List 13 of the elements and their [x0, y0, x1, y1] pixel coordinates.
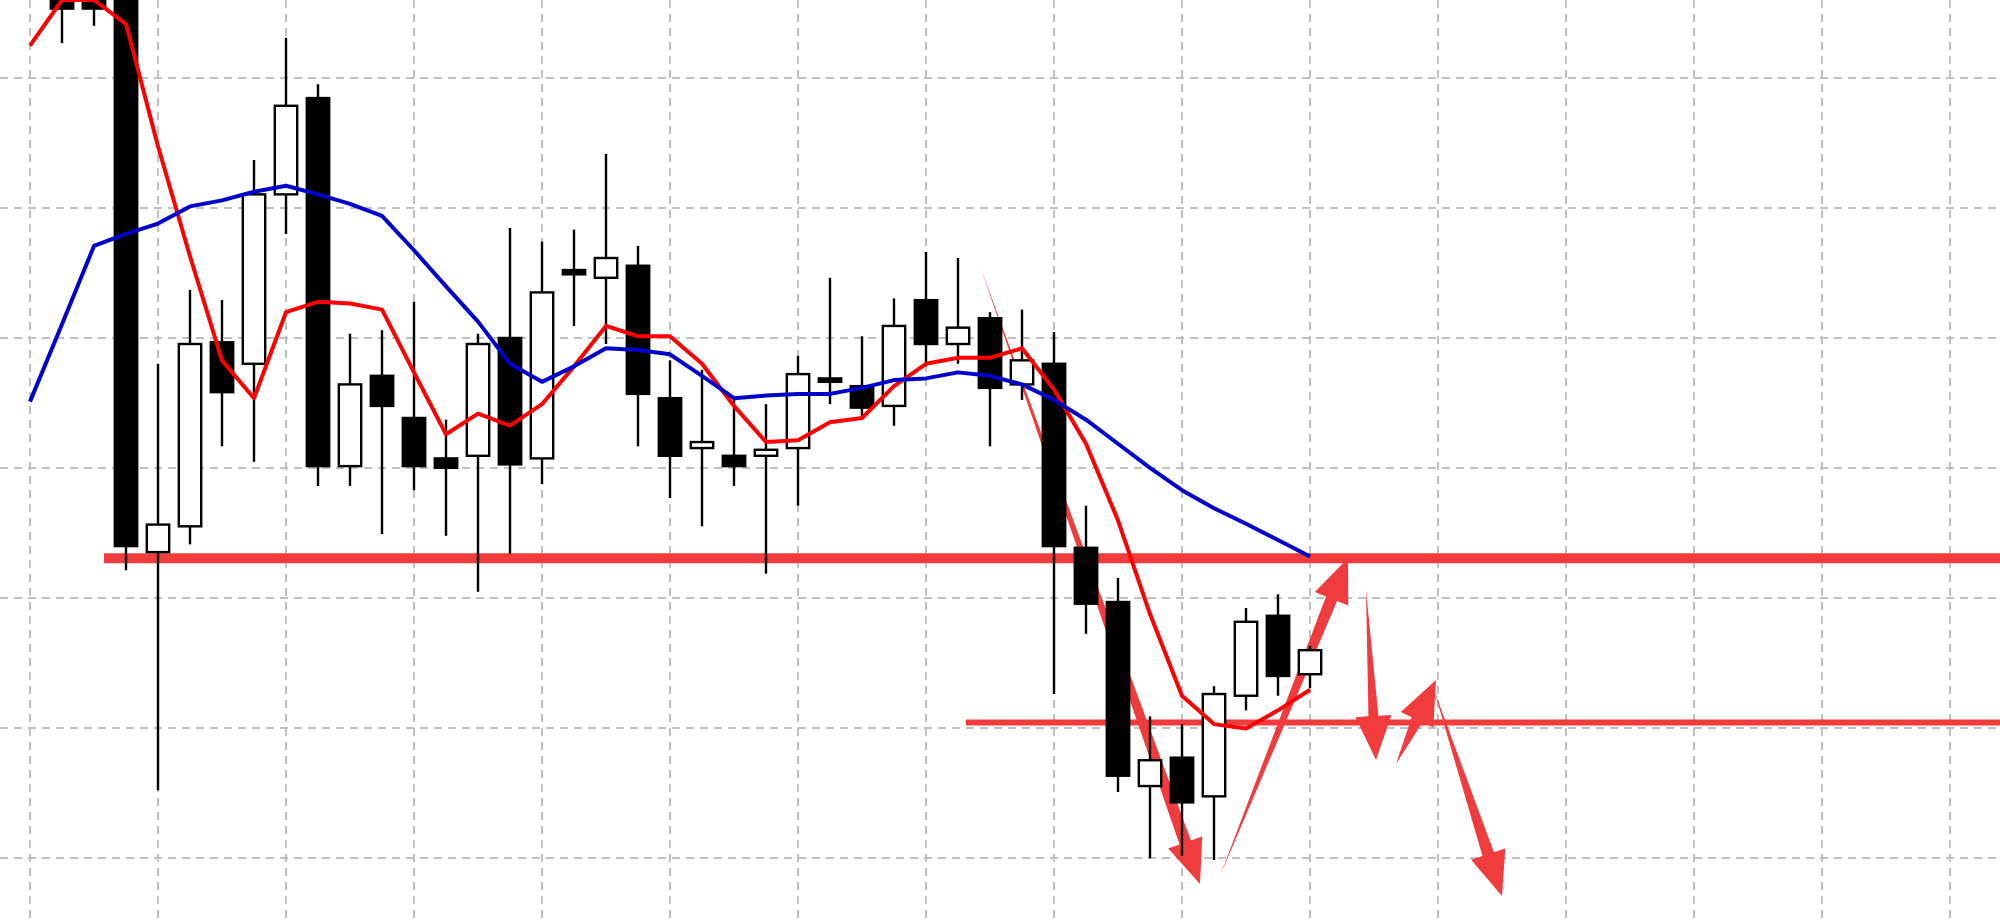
- candlestick: [753, 403, 779, 575]
- candlestick: [369, 329, 395, 536]
- candlestick: [721, 396, 747, 488]
- candlestick: [1137, 715, 1163, 860]
- candlestick: [689, 368, 715, 528]
- candlestick: [433, 418, 459, 537]
- candlestick: [561, 228, 587, 328]
- candlestick: [593, 152, 619, 346]
- candlestick: [945, 256, 971, 365]
- candlestick: [1297, 644, 1323, 690]
- candlestick: [1169, 722, 1195, 857]
- candlestick: [817, 276, 843, 406]
- candlestick: [913, 250, 939, 368]
